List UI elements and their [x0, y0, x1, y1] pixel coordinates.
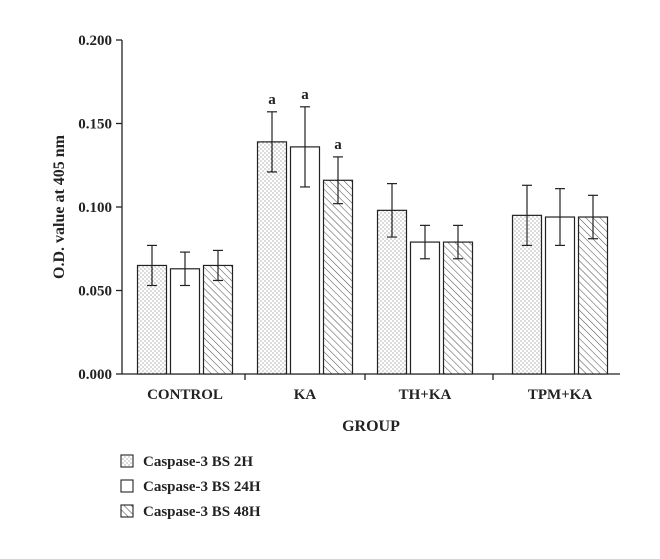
bar: [577, 216, 609, 375]
legend-label: Caspase-3 BS 24H: [143, 479, 261, 495]
bars: [136, 106, 609, 375]
significance-label: a: [334, 137, 342, 153]
significance-label: a: [301, 87, 309, 103]
bar: [202, 264, 234, 375]
bar: [409, 241, 441, 375]
y-tick-label: 0.150: [78, 117, 112, 133]
significance-label: a: [268, 92, 276, 108]
y-tick-label: 0.100: [78, 200, 112, 216]
x-axis-title: GROUP: [342, 418, 400, 435]
legend-label: Caspase-3 BS 2H: [143, 454, 253, 470]
bar: [322, 179, 354, 375]
y-tick-label: 0.200: [78, 33, 112, 49]
bar: [442, 241, 474, 375]
y-axis-title: O.D. value at 405 nm: [51, 134, 68, 279]
category-label: KA: [294, 387, 317, 403]
category-label: TH+KA: [399, 387, 452, 403]
category-label: CONTROL: [147, 387, 223, 403]
legend-swatch: [120, 454, 134, 468]
bar: [256, 141, 288, 375]
y-tick-label: 0.000: [78, 367, 112, 383]
labels: O.D. value at 405 nm GROUP CONTROL KA TH+KA T…: [51, 87, 592, 435]
category-label: TPM+KA: [528, 387, 593, 403]
bar: [169, 268, 201, 375]
legend-swatch: [120, 504, 134, 518]
legend-label: Caspase-3 BS 48H: [143, 504, 261, 520]
y-tick-label: 0.050: [78, 284, 112, 300]
legend-swatch: [120, 479, 134, 493]
legend: Caspase-3 BS 2H Caspase-3 BS 24H Caspase-3…: [120, 454, 261, 520]
